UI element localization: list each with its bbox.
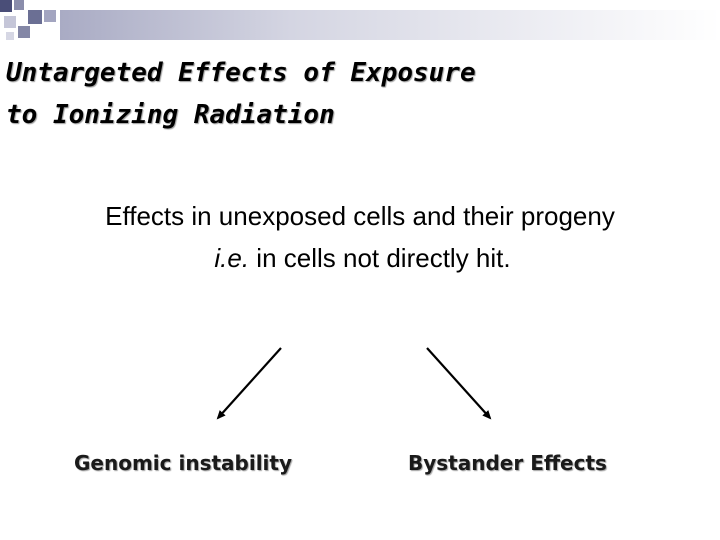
- header-gradient-bar: [60, 10, 720, 40]
- header-square: [14, 0, 24, 10]
- header-square: [44, 10, 56, 22]
- definition-text: Effects in unexposed cells and their pro…: [0, 195, 720, 279]
- definition-abbreviation: i.e.: [214, 243, 250, 273]
- definition-line-2: i.e. in cells not directly hit.: [0, 237, 720, 279]
- decorative-header-band: [0, 0, 720, 40]
- bystander-effects-label: Bystander Effects: [408, 451, 607, 475]
- arrow-to-bystander-effects: [426, 347, 492, 420]
- definition-line-2-rest: in cells not directly hit.: [249, 243, 511, 273]
- header-square: [0, 0, 12, 12]
- title-line-2: to Ionizing Radiation: [6, 100, 335, 130]
- header-square: [28, 10, 42, 24]
- header-square: [6, 32, 14, 40]
- genomic-instability-label: Genomic instability: [74, 451, 293, 475]
- arrow-to-genomic-instability: [216, 347, 282, 420]
- header-square: [18, 26, 30, 38]
- definition-line-1: Effects in unexposed cells and their pro…: [105, 201, 615, 231]
- header-square: [4, 16, 16, 28]
- title-line-1: Untargeted Effects of Exposure: [6, 58, 476, 88]
- slide-title: Untargeted Effects of Exposure to Ionizi…: [6, 52, 706, 136]
